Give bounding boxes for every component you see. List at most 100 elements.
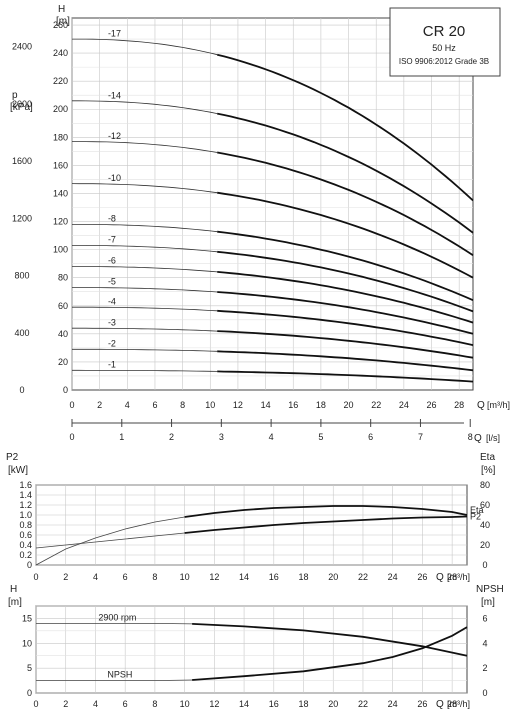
head-y-tick-label: 0 [63, 385, 68, 395]
npsh-x-tick-label: 20 [328, 699, 338, 709]
head-curve-low-flow-11 [72, 369, 218, 372]
ls-tick-label: 5 [318, 432, 323, 442]
head-y-tick-label: 60 [58, 301, 68, 311]
power-axis-label: P2 [6, 452, 19, 463]
power-x-tick-label: 22 [358, 572, 368, 582]
head-x-tick-label: 20 [344, 400, 354, 410]
head-x-tick-label: 28 [454, 400, 464, 410]
ls-tick-label: 0 [69, 432, 74, 442]
npsh-left-tick-label: 0 [27, 688, 32, 698]
head-x-tick-label: 8 [180, 400, 185, 410]
power-y-tick-label: 0.2 [19, 550, 32, 560]
npsh-curve-low-flow-0 [36, 623, 193, 625]
eta-tick-label: 60 [480, 500, 490, 510]
title-frequency: 50 Hz [432, 43, 456, 53]
head-curve-low-flow-2 [72, 141, 218, 153]
power-curve-low-flow-0 [35, 516, 185, 566]
npsh-curve-low-flow-1 [36, 679, 193, 681]
ls-tick-label: 2 [169, 432, 174, 442]
power-series-label-1: P2 [470, 512, 481, 522]
pressure-tick-label: 1600 [12, 156, 32, 166]
power-y-tick-label: 0.8 [19, 520, 32, 530]
head-x-tick-label: 24 [399, 400, 409, 410]
head-curve-low-flow-0 [72, 38, 218, 56]
npsh-x-tick-label: 6 [123, 699, 128, 709]
npsh-right-tick-label: 4 [482, 638, 487, 648]
power-x-tick-label: 28 [447, 572, 457, 582]
eta-tick-label: 80 [480, 480, 490, 490]
head-curve-0 [216, 53, 474, 202]
npsh-x-tick-label: 18 [299, 699, 309, 709]
head-curve-6 [217, 271, 474, 324]
npsh-left-tick-label: 15 [22, 613, 32, 623]
head-x-tick-label: 10 [205, 400, 215, 410]
npsh-x-tick-label: 0 [33, 699, 38, 709]
eta-tick-label: 20 [480, 540, 490, 550]
power-series-label-0: Eta [470, 505, 484, 515]
power-curve-1 [184, 515, 468, 534]
head-y-tick-label: 200 [53, 104, 68, 114]
head-curve-low-flow-10 [72, 348, 218, 352]
pressure-tick-label: 400 [14, 328, 29, 338]
ls-tick-label: 1 [119, 432, 124, 442]
head-y-tick-label: 40 [58, 329, 68, 339]
power-x-tick-label: 10 [180, 572, 190, 582]
npsh-flow-axis-label: Q [436, 699, 444, 710]
npsh-x-tick-label: 2 [63, 699, 68, 709]
power-y-tick-label: 1.2 [19, 500, 32, 510]
head-y-tick-label: 80 [58, 273, 68, 283]
power-y-tick-label: 1.6 [19, 480, 32, 490]
power-x-tick-label: 6 [123, 572, 128, 582]
stage-label-8: -4 [108, 296, 116, 306]
head-curve-1 [217, 112, 474, 234]
eta-tick-label: 0 [482, 560, 487, 570]
npsh-left-tick-label: 10 [22, 638, 32, 648]
stage-label-9: -3 [108, 317, 116, 327]
power-x-tick-label: 12 [209, 572, 219, 582]
head-x-tick-label: 26 [427, 400, 437, 410]
head-curve-4 [217, 230, 474, 302]
power-x-tick-label: 16 [269, 572, 279, 582]
power-flow-axis-unit: [m³/h] [447, 572, 470, 582]
power-flow-axis-label: Q [436, 572, 444, 583]
head-x-tick-label: 22 [371, 400, 381, 410]
npsh-x-tick-label: 8 [152, 699, 157, 709]
npsh-curve-0 [192, 623, 468, 657]
ls-tick-label: 3 [219, 432, 224, 442]
npsh-axis-label: NPSH [476, 584, 504, 595]
power-x-tick-label: 4 [93, 572, 98, 582]
npsh-series-label-1: NPSH [107, 670, 132, 680]
head-x-tick-label: 2 [97, 400, 102, 410]
head-curve-11 [217, 370, 474, 383]
stage-label-10: -2 [108, 338, 116, 348]
npsh-right-tick-label: 0 [482, 688, 487, 698]
head-x-tick-label: 0 [69, 400, 74, 410]
title-box [389, 7, 501, 77]
eta-tick-label: 40 [480, 520, 490, 530]
head-curve-low-flow-5 [72, 244, 218, 253]
head-axis-unit: [m] [56, 16, 70, 27]
npsh-x-tick-label: 10 [180, 699, 190, 709]
head-x-tick-label: 14 [261, 400, 271, 410]
head-y-tick-label: 240 [53, 48, 68, 58]
power-x-tick-label: 18 [299, 572, 309, 582]
head-y-tick-label: 140 [53, 188, 68, 198]
power-y-tick-label: 0 [27, 560, 32, 570]
eta-axis-unit: [%] [481, 465, 496, 476]
stage-label-4: -8 [108, 214, 116, 224]
npsh-x-tick-label: 12 [209, 699, 219, 709]
npsh-right-tick-label: 2 [482, 663, 487, 673]
npsh-flow-axis-unit: [m³/h] [447, 699, 470, 709]
power-y-tick-label: 0.6 [19, 530, 32, 540]
head-curve-low-flow-7 [72, 287, 218, 293]
head-curve-low-flow-8 [72, 306, 218, 312]
head-curve-7 [217, 291, 474, 335]
head-x-tick-label: 12 [233, 400, 243, 410]
npsh-head-axis-unit: [m] [8, 597, 22, 608]
power-x-tick-label: 0 [33, 572, 38, 582]
head-x-tick-label: 18 [316, 400, 326, 410]
head-x-tick-label: 6 [152, 400, 157, 410]
head-curve-low-flow-4 [72, 223, 218, 233]
chart-title: CR 20 [423, 23, 466, 40]
pressure-axis-unit: [kPa] [10, 102, 33, 113]
